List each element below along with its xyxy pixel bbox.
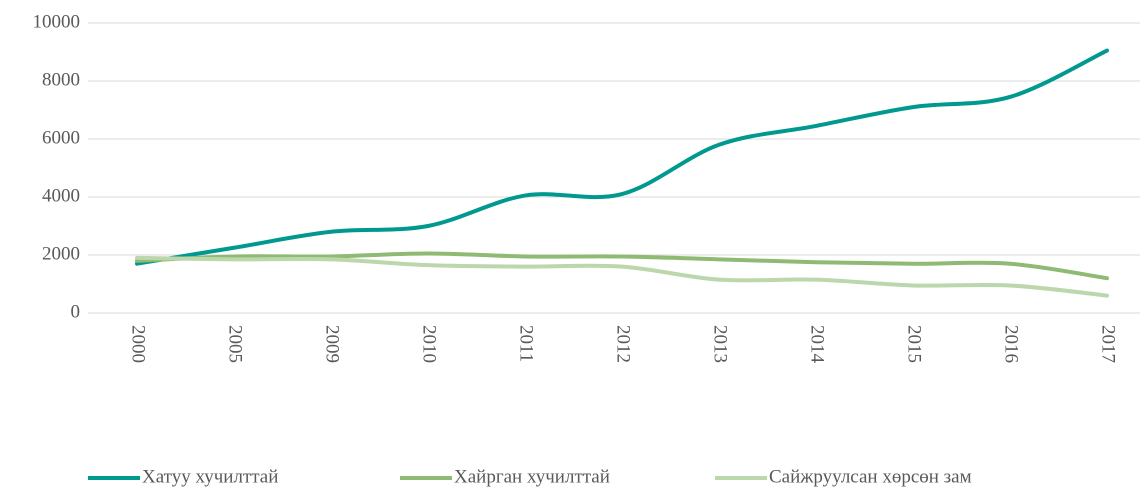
- legend-label: Хатуу хучилттай: [142, 466, 278, 487]
- legend-label: Хайрган хучилттай: [454, 466, 610, 487]
- x-tick-label: 2014: [807, 325, 828, 364]
- x-tick-label: 2012: [613, 325, 634, 363]
- x-tick-label: 2016: [1001, 325, 1022, 363]
- y-tick-label: 2000: [42, 243, 80, 264]
- x-tick-label: 2000: [128, 325, 149, 363]
- x-tick-label: 2010: [419, 325, 440, 363]
- legend-label: Сайжруулсан хөрсөн зам: [769, 466, 972, 487]
- y-tick-label: 6000: [42, 127, 80, 148]
- y-tick-label: 8000: [42, 69, 80, 90]
- series-line: [135, 251, 1109, 281]
- series-line: [135, 255, 1109, 298]
- x-tick-label: 2009: [322, 325, 343, 363]
- x-tick-label: 2017: [1098, 325, 1119, 363]
- y-tick-label: 0: [71, 301, 81, 322]
- x-tick-label: 2005: [225, 325, 246, 363]
- x-tick-label: 2015: [904, 325, 925, 363]
- series-line: [135, 48, 1109, 266]
- x-tick-label: 2013: [710, 325, 731, 363]
- x-tick-label: 2011: [516, 325, 537, 362]
- y-tick-label: 10000: [33, 11, 81, 32]
- y-tick-label: 4000: [42, 185, 80, 206]
